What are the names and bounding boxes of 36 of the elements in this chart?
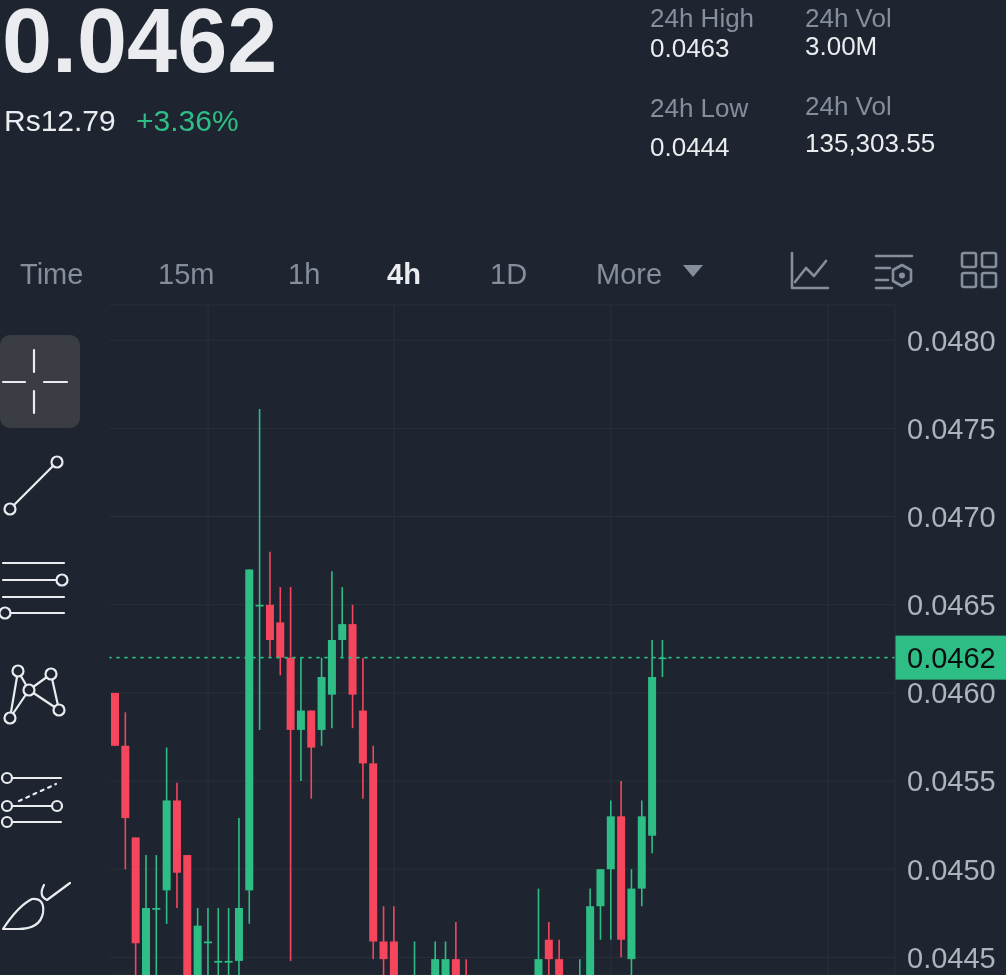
candlestick: [451, 921, 460, 975]
candlestick: [431, 940, 440, 975]
chart-title: 0.0462: [2, 0, 278, 91]
text: 0.0444: [650, 132, 730, 162]
y-tick-label: 0.0470: [907, 500, 996, 533]
text: Rs12.79: [4, 104, 116, 137]
y-tick-label: 0.0465: [907, 589, 996, 622]
text: 0.0463: [650, 33, 730, 63]
candlestick: [544, 921, 553, 975]
candlestick: [534, 887, 543, 975]
text: 1D: [490, 258, 528, 290]
y-tick-label: 0.0460: [907, 677, 996, 710]
text: +3.36%: [136, 104, 239, 137]
candlestick: [152, 854, 161, 975]
text: 3.00M: [805, 31, 878, 61]
text: Time: [20, 258, 84, 290]
text: 4h: [387, 258, 421, 290]
candlestick: [224, 907, 233, 975]
text: 135,303.55: [805, 128, 936, 158]
text: 24h High: [650, 3, 755, 33]
candlestick: [379, 905, 388, 975]
text: 24h Vol: [805, 3, 892, 33]
text: 15m: [158, 258, 215, 290]
y-tick-label: 0.0450: [907, 853, 996, 886]
text: 1h: [288, 258, 321, 290]
ref-line-label: 0.0462: [907, 641, 996, 674]
y-tick-label: 0.0455: [907, 765, 996, 798]
y-tick-label: 0.0480: [907, 324, 996, 357]
candlestick: [555, 938, 564, 975]
y-tick-label: 0.0445: [907, 941, 996, 974]
candlestick: [214, 907, 223, 975]
text: 24h Low: [650, 93, 749, 123]
text: 24h Vol: [805, 91, 892, 121]
candlestick: [441, 940, 450, 975]
text: More: [596, 258, 663, 290]
y-tick-label: 0.0475: [907, 412, 996, 445]
